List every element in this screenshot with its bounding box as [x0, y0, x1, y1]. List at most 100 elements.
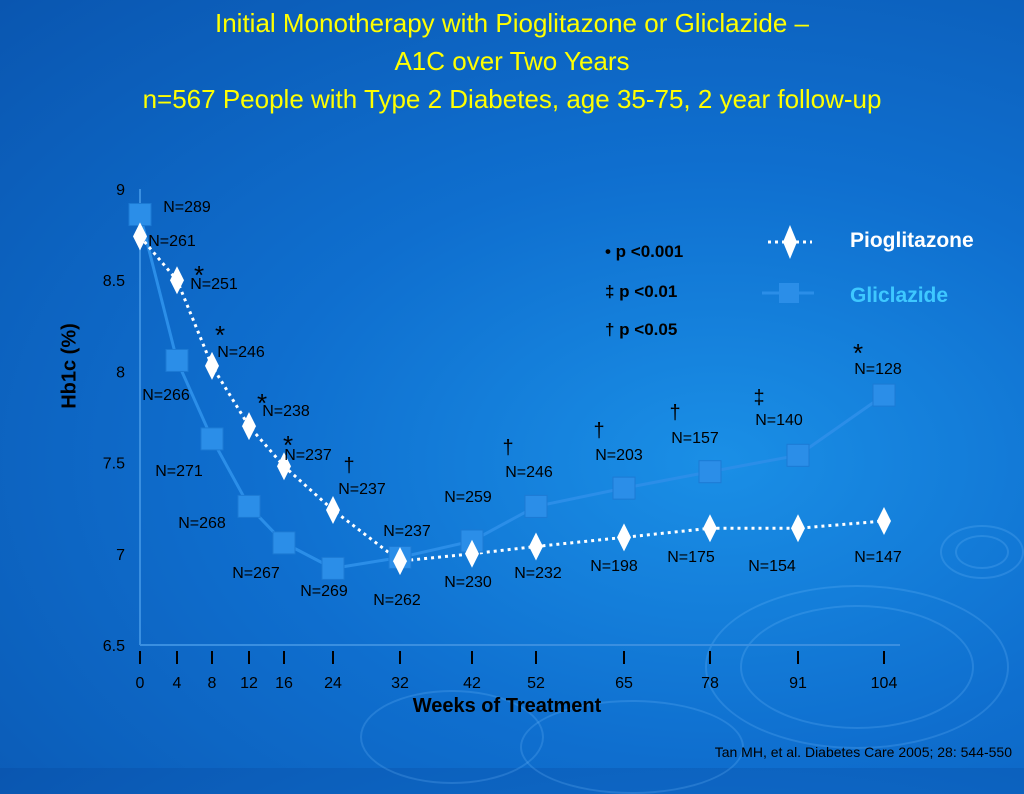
x-tick-label: 16: [275, 675, 293, 692]
pioglitazone-point: [617, 523, 631, 552]
chart-axes: 6.5 7 7.5 8 8.5 9 0 4 8 12 16 24 32 42 52 65 78 91 104: [103, 182, 900, 692]
significance-note-2: ‡ p <0.01: [605, 282, 678, 301]
gliclazide-point: [165, 348, 189, 372]
title-line-1: Initial Monotherapy with Pioglitazone or…: [215, 8, 809, 38]
x-tick-label: 12: [240, 675, 258, 692]
pioglitazone-n-label: N=261: [148, 233, 196, 250]
significance-note-3: † p <0.05: [605, 320, 678, 339]
legend-gliclazide-marker: [779, 283, 799, 303]
decorative-ripple: [740, 605, 974, 729]
gliclazide-n-label: N=266: [142, 387, 190, 404]
gliclazide-point: [200, 427, 224, 451]
gliclazide-n-label: N=140: [755, 412, 803, 429]
title-line-2: A1C over Two Years: [394, 46, 630, 76]
significance-marker: *: [194, 260, 204, 290]
significance-marker: †: [502, 437, 513, 459]
x-tick-label: 52: [527, 675, 545, 692]
chart-markers: [128, 203, 896, 580]
significance-marker: †: [343, 455, 354, 477]
gliclazide-n-label: N=203: [595, 447, 643, 464]
x-tick-label: 42: [463, 675, 481, 692]
significance-marker: *: [853, 338, 863, 368]
x-tick-label: 0: [136, 675, 145, 692]
gliclazide-n-label: N=267: [232, 565, 280, 582]
significance-marker: *: [283, 430, 293, 460]
x-tick-label: 78: [701, 675, 719, 692]
y-tick-label: 6.5: [103, 638, 125, 655]
gliclazide-point: [272, 531, 296, 555]
pioglitazone-point: [170, 266, 184, 295]
gliclazide-n-label: N=289: [163, 199, 211, 216]
decorative-ripple: [940, 525, 1024, 579]
pioglitazone-point: [877, 506, 891, 535]
legend-marks: [762, 225, 814, 303]
y-tick-label: 7.5: [103, 456, 125, 473]
pioglitazone-n-label: N=154: [748, 558, 796, 575]
significance-marker: †: [593, 420, 604, 442]
pioglitazone-n-label: N=198: [590, 558, 638, 575]
pioglitazone-point: [205, 351, 219, 380]
gliclazide-point: [872, 383, 896, 407]
y-axis-label: Hb1c (%): [58, 323, 81, 409]
pioglitazone-n-label: N=238: [262, 403, 310, 420]
pioglitazone-point: [277, 452, 291, 481]
pioglitazone-n-label: N=237: [338, 481, 386, 498]
pioglitazone-n-label: N=175: [667, 549, 715, 566]
gliclazide-n-label: N=262: [373, 592, 421, 609]
significance-marker: *: [215, 320, 225, 350]
gliclazide-point: [128, 203, 152, 227]
pioglitazone-n-label: N=237: [284, 447, 332, 464]
chart-canvas: 6.5 7 7.5 8 8.5 9 0 4 8 12 16 24 32 42 52 65 78 91 104 N=2…: [103, 182, 902, 692]
gliclazide-n-label: N=246: [505, 464, 553, 481]
x-tick-label: 32: [391, 675, 409, 692]
gliclazide-n-label: N=268: [178, 515, 226, 532]
chart-labels: N=289 N=266 N=271 N=268 N=267 N=269 N=262 N=259…: [142, 199, 902, 609]
gliclazide-point: [524, 494, 548, 518]
gliclazide-n-label: N=271: [155, 463, 203, 480]
pioglitazone-point: [393, 547, 407, 576]
pioglitazone-n-label: N=237: [383, 523, 431, 540]
gliclazide-point: [612, 476, 636, 500]
pioglitazone-point: [791, 514, 805, 543]
citation: Tan MH, et al. Diabetes Care 2005; 28: 5…: [714, 744, 1012, 760]
pioglitazone-n-label: N=147: [854, 549, 902, 566]
legend-pioglitazone-label: Pioglitazone: [850, 229, 974, 252]
gliclazide-n-label: N=269: [300, 583, 348, 600]
pioglitazone-point: [529, 532, 543, 561]
legend-pioglitazone-marker: [783, 225, 797, 259]
y-tick-label: 8.5: [103, 273, 125, 290]
decorative-ripple: [705, 585, 1009, 749]
x-tick-label: 8: [208, 675, 217, 692]
y-tick-label: 7: [116, 547, 125, 564]
y-tick-label: 9: [116, 182, 125, 199]
x-tick-label: 91: [789, 675, 807, 692]
significance-note-1: • p <0.001: [605, 242, 684, 261]
significance-marker: ‡: [753, 387, 764, 409]
y-tick-label: 8: [116, 364, 125, 381]
gliclazide-point: [786, 443, 810, 467]
pioglitazone-n-label: N=230: [444, 574, 492, 591]
slide-title: Initial Monotherapy with Pioglitazone or…: [0, 4, 1024, 118]
pioglitazone-n-label: N=251: [190, 276, 238, 293]
pioglitazone-point: [465, 539, 479, 568]
significance-marker: †: [669, 402, 680, 424]
pioglitazone-point: [133, 222, 147, 251]
pioglitazone-point: [703, 514, 717, 543]
pioglitazone-point: [242, 412, 256, 441]
x-tick-label: 104: [871, 675, 898, 692]
legend-gliclazide-label: Gliclazide: [850, 284, 949, 307]
gliclazide-n-label: N=157: [671, 430, 719, 447]
gliclazide-n-label: N=128: [854, 361, 902, 378]
pioglitazone-n-label: N=232: [514, 565, 562, 582]
x-axis-label: Weeks of Treatment: [412, 695, 602, 717]
x-tick-label: 24: [324, 675, 342, 692]
title-line-3: n=567 People with Type 2 Diabetes, age 3…: [142, 84, 882, 114]
significance-marker: *: [257, 388, 267, 418]
x-tick-label: 4: [173, 675, 182, 692]
x-tick-label: 65: [615, 675, 633, 692]
decorative-ripple: [955, 535, 1009, 569]
pioglitazone-n-label: N=246: [217, 344, 265, 361]
gliclazide-point: [698, 460, 722, 484]
gliclazide-point: [321, 556, 345, 580]
pioglitazone-point: [326, 496, 340, 525]
